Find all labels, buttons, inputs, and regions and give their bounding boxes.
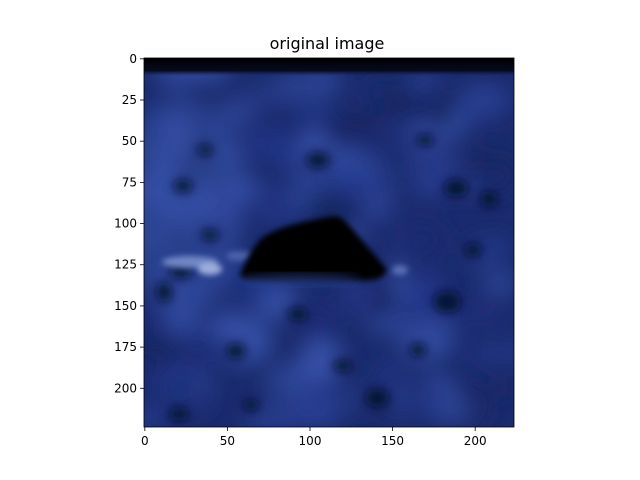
x-tick-label: 50 [220,434,235,448]
y-tick-label: 25 [122,93,137,107]
x-tick-label: 150 [381,434,404,448]
y-tick-label: 75 [122,175,137,189]
y-tick-label: 50 [122,134,137,148]
y-tick-label: 200 [114,381,137,395]
y-tick-label: 100 [114,217,137,231]
axes-frame [143,57,515,428]
dark-object [240,216,387,282]
y-tick-label: 150 [114,299,137,313]
x-tick-label: 100 [299,434,322,448]
x-axis: 0 50 100 150 200 [141,427,487,448]
figure-title: original image [270,34,385,53]
displayed-image [144,58,514,427]
x-tick-label: 0 [141,434,149,448]
x-tick-label: 200 [464,434,487,448]
y-tick-label: 0 [129,52,137,66]
y-tick-label: 125 [114,258,137,272]
y-tick-label: 175 [114,340,137,354]
y-axis: 0 25 50 75 100 125 150 175 200 [114,52,144,395]
